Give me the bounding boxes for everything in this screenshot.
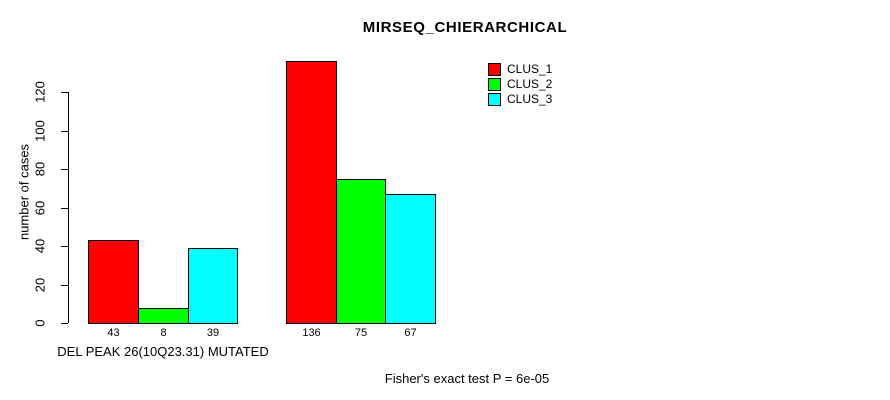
legend-row-clus_1: CLUS_1 — [488, 62, 552, 76]
p-value-annotation: Fisher's exact test P = 6e-05 — [384, 371, 550, 386]
y-axis-tick-label: 0 — [32, 319, 48, 327]
y-axis-tick — [61, 169, 68, 170]
legend-swatch-clus_2 — [488, 77, 501, 91]
legend-swatch-clus_1 — [488, 62, 501, 76]
y-axis-tick — [61, 130, 68, 132]
bar-clus_1-group2 — [286, 61, 337, 324]
bar-value-label: 39 — [206, 327, 220, 339]
x-axis-label: DEL PEAK 26(10Q23.31) MUTATED — [57, 344, 269, 359]
y-axis-tick-label: 20 — [32, 277, 48, 292]
y-axis-tick-label: 40 — [32, 238, 48, 254]
y-axis-tick-label: 120 — [32, 81, 48, 103]
bar-clus_2-group1 — [138, 308, 189, 324]
bar-value-label: 43 — [107, 327, 120, 339]
bar-clus_3-group1 — [188, 248, 238, 324]
bar-clus_2-group2 — [336, 179, 386, 324]
legend-label: CLUS_1 — [507, 62, 553, 76]
bar-clus_1-group1 — [88, 240, 139, 324]
legend-row-clus_3: CLUS_3 — [488, 92, 552, 106]
bar-clus_3-group2 — [385, 194, 436, 324]
y-axis-tick — [61, 323, 68, 324]
y-axis-tick-label: 100 — [32, 119, 48, 142]
legend: CLUS_1 CLUS_2 CLUS_3 — [488, 62, 552, 107]
bar-value-label: 136 — [302, 327, 321, 339]
y-axis-tick — [61, 246, 68, 247]
y-axis-tick-label: 80 — [32, 161, 48, 177]
y-axis-tick — [61, 284, 68, 286]
y-axis-tick — [61, 92, 68, 93]
legend-swatch-clus_3 — [488, 92, 501, 106]
legend-row-clus_2: CLUS_2 — [488, 77, 552, 91]
bar-value-label: 8 — [160, 327, 167, 339]
y-axis-line — [68, 92, 69, 323]
bar-value-label: 67 — [404, 327, 417, 339]
y-axis-tick-label: 60 — [32, 200, 48, 215]
legend-label: CLUS_2 — [507, 77, 553, 91]
legend-label: CLUS_3 — [507, 92, 553, 106]
y-axis-tick — [61, 207, 68, 209]
chart-title: MIRSEQ_CHIERARCHICAL — [362, 19, 568, 36]
bar-value-label: 75 — [354, 327, 368, 339]
